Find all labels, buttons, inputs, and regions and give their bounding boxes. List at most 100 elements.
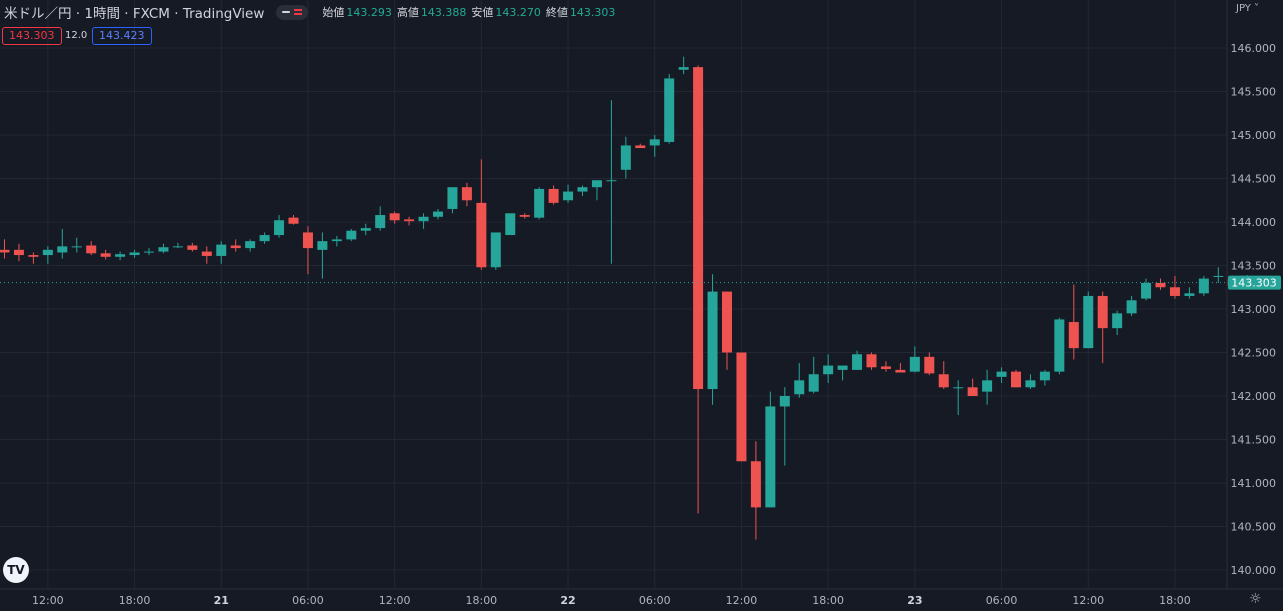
candle — [100, 249, 111, 260]
tradingview-logo-icon[interactable]: TV — [3, 557, 29, 583]
candle — [982, 369, 993, 405]
candle — [635, 143, 646, 149]
candle-body — [476, 202, 487, 268]
chart-legend: 米ドル／円 · 1時間 · FXCM · TradingView 始値 143.2… — [4, 3, 615, 22]
ohlc-close: 終値 143.303 — [545, 6, 616, 19]
candle — [548, 185, 559, 205]
buy-price-button[interactable]: 143.423 — [92, 27, 152, 45]
ohlc-low: 安値 143.270 — [471, 6, 541, 19]
sell-price-button[interactable]: 143.303 — [2, 27, 62, 45]
x-tick-label: 06:00 — [292, 594, 324, 607]
candle-body — [71, 246, 82, 248]
candle-body — [86, 245, 97, 254]
candle — [28, 252, 39, 264]
x-tick-label: 06:00 — [639, 594, 671, 607]
candle-body — [837, 365, 848, 370]
last-price-label: 143.303 — [1231, 277, 1277, 290]
candle — [909, 346, 920, 373]
axes — [0, 0, 1283, 590]
candle-body — [823, 365, 834, 375]
candle — [144, 248, 154, 256]
candle — [1112, 310, 1123, 336]
candle — [490, 232, 501, 270]
menu-icon — [294, 9, 303, 15]
candle-body — [1112, 313, 1123, 329]
candle — [346, 228, 357, 242]
candle-body — [852, 354, 863, 370]
candle — [274, 215, 285, 238]
candle-body — [418, 216, 429, 222]
candle — [823, 354, 834, 383]
candle — [1054, 317, 1065, 375]
candle-body — [28, 255, 39, 257]
time-axis[interactable]: 12:00 18:00 21 06:00 12:00 18:00 22 06:00 12:00 1… — [32, 594, 1191, 607]
candle — [649, 135, 660, 157]
y-tick-label: 145.500 — [1231, 86, 1277, 99]
y-tick-label: 140.000 — [1231, 564, 1277, 577]
x-tick-label: 06:00 — [986, 594, 1018, 607]
candle-body — [1025, 380, 1036, 388]
candle — [1097, 291, 1108, 363]
hide-icon — [282, 11, 291, 13]
symbol-title[interactable]: 米ドル／円 · 1時間 · FXCM · TradingView — [4, 6, 265, 22]
candle — [866, 352, 877, 370]
candle-body — [346, 230, 357, 240]
candle — [1011, 369, 1021, 388]
candle-body — [591, 180, 602, 188]
candle-body — [1126, 300, 1137, 314]
candle-body — [577, 187, 588, 192]
candle — [852, 350, 863, 370]
legend-toggle-button[interactable] — [276, 4, 309, 20]
candle — [1126, 295, 1137, 316]
candle-body — [1097, 295, 1108, 329]
candle-body — [967, 387, 978, 396]
candle — [461, 182, 472, 207]
price-axis[interactable]: 146.000 145.500 145.000 144.500 144.000 143.5… — [1231, 42, 1277, 577]
currency-selector[interactable]: JPY ˅ — [1236, 3, 1260, 14]
candle-body — [722, 291, 732, 353]
candle-body — [895, 369, 906, 373]
x-tick-label: 18:00 — [119, 594, 151, 607]
candle — [563, 184, 574, 203]
candle-body — [187, 245, 198, 250]
candle — [606, 100, 617, 264]
last-price-marker: 143.303 — [0, 275, 1281, 290]
candle — [967, 378, 978, 396]
candle — [577, 185, 588, 196]
candle — [476, 159, 487, 270]
candle — [404, 216, 415, 226]
candle-body — [375, 215, 386, 229]
x-tick-label: 12:00 — [726, 594, 758, 607]
candle-body — [1054, 319, 1065, 372]
candle — [1169, 275, 1180, 299]
candle-body — [100, 253, 111, 257]
settings-gear-icon[interactable]: ☼ — [1249, 591, 1262, 607]
candle — [591, 180, 602, 201]
candle-body — [1068, 322, 1079, 349]
candle-body — [288, 217, 299, 224]
candle — [389, 211, 400, 224]
candle-body — [750, 461, 761, 508]
candle-body — [779, 396, 790, 407]
candle-body — [1141, 282, 1152, 299]
candle-body — [216, 244, 227, 256]
candle-body — [302, 232, 313, 249]
candle-body — [938, 374, 949, 388]
y-tick-label: 145.000 — [1231, 129, 1277, 142]
candles — [0, 56, 1253, 540]
candle — [201, 246, 212, 264]
candle-body — [664, 78, 675, 142]
ohlc-values: 始値 143.293 高値 143.388 安値 143.270 終値 143.303 — [322, 4, 615, 20]
candle — [317, 232, 328, 279]
candle — [13, 243, 24, 262]
candle — [779, 387, 790, 466]
candle-body — [331, 239, 342, 242]
candle-body — [0, 249, 10, 253]
y-tick-label: 144.000 — [1231, 216, 1277, 229]
candle-body — [1155, 282, 1166, 288]
candle-body — [996, 371, 1007, 377]
candle — [880, 361, 891, 372]
candle-body — [13, 249, 24, 256]
candle — [187, 242, 198, 252]
